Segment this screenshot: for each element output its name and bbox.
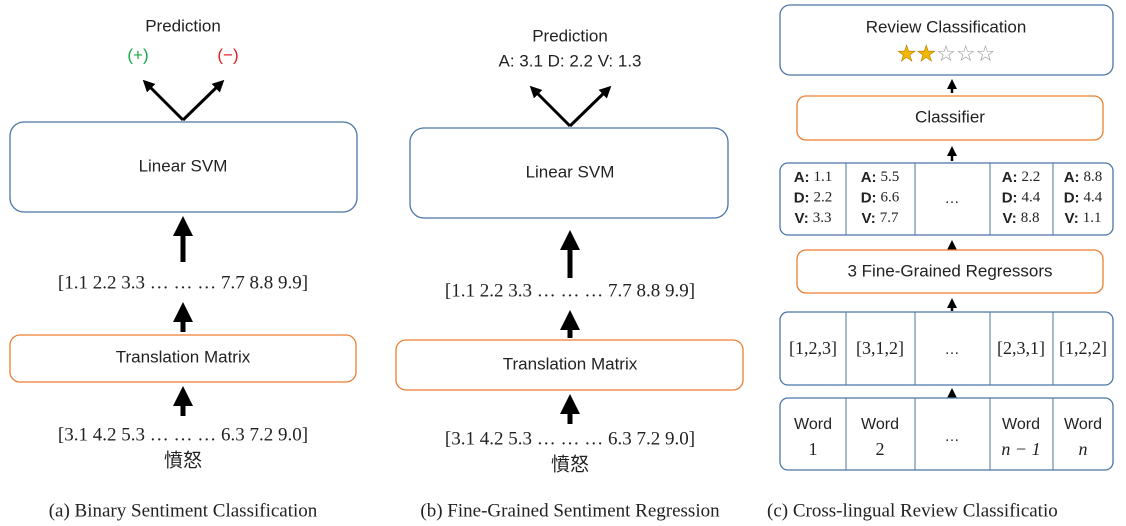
adv-value: 1.1 <box>814 169 833 185</box>
word: 憤怒 <box>551 453 589 475</box>
adv-cell: V: 7.7 <box>862 210 899 227</box>
classifier-box <box>796 95 1104 141</box>
empty-stars: ☆☆☆ <box>936 42 995 67</box>
word-index: 1 <box>809 439 818 459</box>
adv-key: A: <box>1002 169 1018 186</box>
adv-cell: A: 1.1 <box>794 169 833 186</box>
classifier-label: Classifier <box>915 107 985 126</box>
matrix-label: Translation Matrix <box>116 347 251 366</box>
adv-value: 1.1 <box>1083 210 1102 226</box>
input-vector: [3.1 4.2 5.3 … … … 6.3 7.2 9.0] <box>445 428 695 449</box>
svm-box <box>409 127 729 219</box>
input-vector: [3.1 4.2 5.3 … … … 6.3 7.2 9.0] <box>58 424 308 445</box>
word-cell: … <box>945 428 960 445</box>
prediction: Prediction <box>532 26 608 45</box>
adv-key: V: <box>1003 210 1017 227</box>
adv-key: A: <box>861 169 877 186</box>
word-index: n <box>1079 439 1088 459</box>
adv-key: D: <box>1064 189 1080 206</box>
matrix-label: Translation Matrix <box>503 354 638 373</box>
matrix-box <box>395 339 744 391</box>
adv-value: 2.2 <box>814 190 833 206</box>
arrow <box>181 79 225 122</box>
positive-label: (+) <box>127 45 148 64</box>
panel-a: Prediction (+) (−) Linear SVM [1.1 2.2 3… <box>9 16 358 521</box>
adv-cell: A: 2.2 <box>1002 169 1041 186</box>
caption: (c) Cross-lingual Review Classificatio <box>767 500 1058 521</box>
index-box <box>779 311 1114 386</box>
adv-cell: A: 8.8 <box>1064 169 1103 186</box>
index-cell: [1,2,2] <box>1059 338 1107 358</box>
adv-value: 2.2 <box>1022 169 1041 185</box>
arrow <box>529 85 572 128</box>
adv-key: V: <box>862 210 876 227</box>
filled-stars: ★★ <box>897 42 936 67</box>
adv-value: 4.4 <box>1084 190 1103 206</box>
regressor-box <box>796 249 1104 294</box>
adv-cell: … <box>945 190 960 207</box>
adv-value: 3.3 <box>813 210 832 226</box>
adv-key: D: <box>794 189 810 206</box>
svm-box <box>9 121 358 213</box>
review-title: Review Classification <box>866 17 1027 36</box>
index-cell: [1,2,3] <box>789 338 837 358</box>
panel-c: Review Classification ★★☆☆☆ Classifier 3… <box>767 4 1114 521</box>
arrow <box>142 79 185 122</box>
adv-cell: V: 8.8 <box>1003 210 1040 227</box>
word-box <box>779 397 1114 471</box>
vector: [1.1 2.2 3.3 … … … 7.7 8.8 9.9] <box>445 280 695 301</box>
adv-key: D: <box>861 189 877 206</box>
svm-label: Linear SVM <box>526 162 615 181</box>
index-cell: [3,1,2] <box>856 338 904 358</box>
word-index: 2 <box>876 439 885 459</box>
adv-box <box>779 162 1114 236</box>
adv-value: 6.6 <box>881 190 900 206</box>
word-cell: Word <box>1064 416 1102 433</box>
adv-value: 8.8 <box>1084 169 1103 185</box>
regressor-label: 3 Fine-Grained Regressors <box>847 261 1052 280</box>
prediction-values: A: 3.1 D: 2.2 V: 1.3 <box>498 51 641 70</box>
adv-value: 7.7 <box>880 210 899 226</box>
adv-cell: D: 4.4 <box>1064 189 1103 206</box>
negative-label: (−) <box>217 45 238 64</box>
prediction: Prediction <box>145 16 221 35</box>
panel-b: Prediction A: 3.1 D: 2.2 V: 1.3 Linear S… <box>395 26 744 521</box>
adv-cell: V: 3.3 <box>795 210 832 227</box>
adv-cell: A: 5.5 <box>861 169 900 186</box>
adv-cell: V: 1.1 <box>1065 210 1102 227</box>
caption: (b) Fine-Grained Sentiment Regression <box>420 500 720 521</box>
adv-value: 4.4 <box>1022 190 1041 206</box>
adv-key: V: <box>1065 210 1079 227</box>
adv-cell: D: 4.4 <box>1002 189 1041 206</box>
adv-value: 8.8 <box>1021 210 1040 226</box>
adv-key: V: <box>795 210 809 227</box>
word-cell: Word <box>1002 416 1040 433</box>
svm-label: Linear SVM <box>139 156 228 175</box>
index-cell: … <box>945 341 960 358</box>
adv-key: D: <box>1002 189 1018 206</box>
word-index: n − 1 <box>1001 439 1040 459</box>
vector: [1.1 2.2 3.3 … … … 7.7 8.8 9.9] <box>58 272 308 293</box>
arrow <box>568 85 612 128</box>
index-cell: [2,3,1] <box>997 338 1045 358</box>
matrix-box <box>9 334 357 383</box>
adv-cell: D: 6.6 <box>861 189 900 206</box>
word: 憤怒 <box>164 449 202 471</box>
adv-key: A: <box>1064 169 1080 186</box>
adv-cell: D: 2.2 <box>794 189 833 206</box>
word-cell: Word <box>861 416 899 433</box>
caption: (a) Binary Sentiment Classification <box>49 500 318 521</box>
adv-key: A: <box>794 169 810 186</box>
review-box <box>779 4 1114 76</box>
word-cell: Word <box>794 416 832 433</box>
adv-value: 5.5 <box>881 169 900 185</box>
stars: ★★☆☆☆ <box>897 42 996 67</box>
